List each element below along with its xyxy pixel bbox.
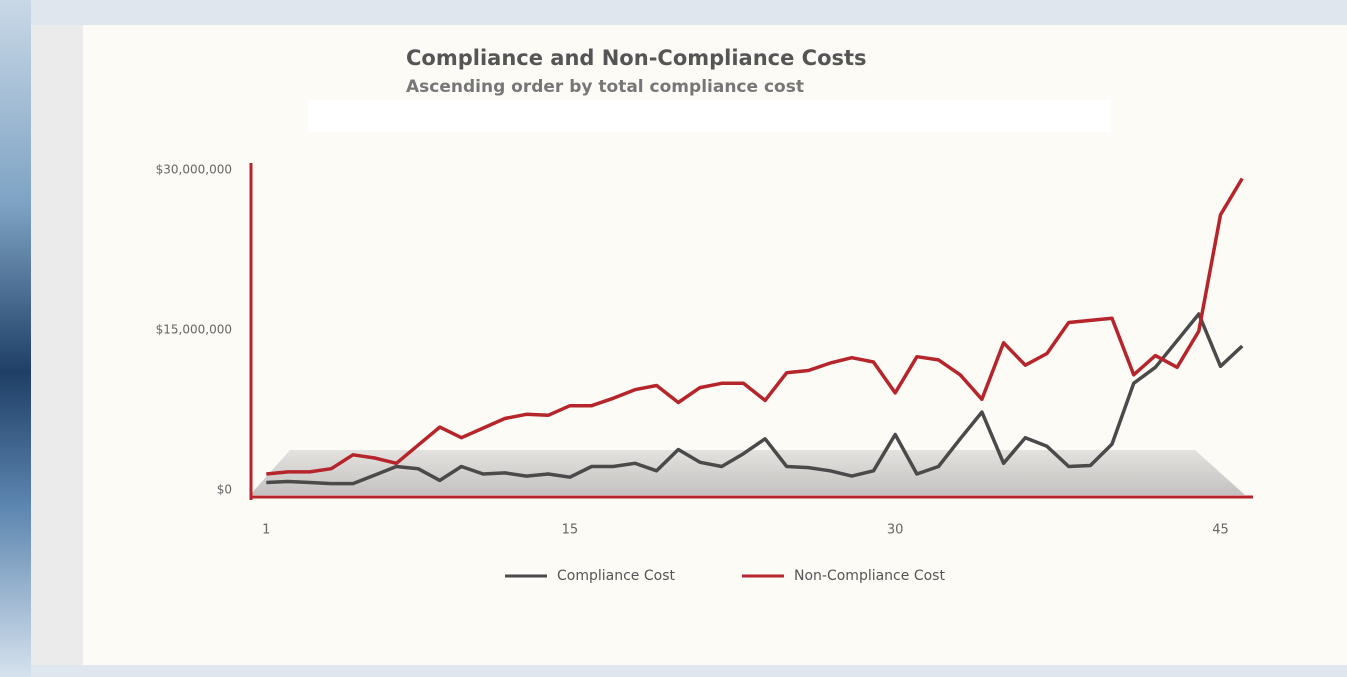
background-image (0, 0, 31, 677)
x-tick-label: 15 (562, 523, 579, 538)
y-tick-label: $30,000,000 (156, 163, 232, 177)
chart-subtitle: Ascending order by total compliance cost (406, 77, 804, 97)
legend-label: Non-Compliance Cost (794, 568, 945, 584)
y-tick-label: $0 (217, 483, 232, 497)
x-tick-label: 30 (887, 523, 904, 538)
floor-shading (250, 450, 1245, 495)
legend-label: Compliance Cost (557, 568, 675, 584)
y-tick-label: $15,000,000 (156, 323, 232, 337)
x-tick-label: 1 (262, 523, 270, 538)
series-line (266, 177, 1244, 476)
series-line (266, 312, 1244, 486)
chart-title: Compliance and Non-Compliance Costs (406, 46, 867, 70)
side-panel (31, 25, 83, 665)
cover-box (308, 100, 1110, 132)
x-tick-label: 45 (1212, 523, 1229, 538)
